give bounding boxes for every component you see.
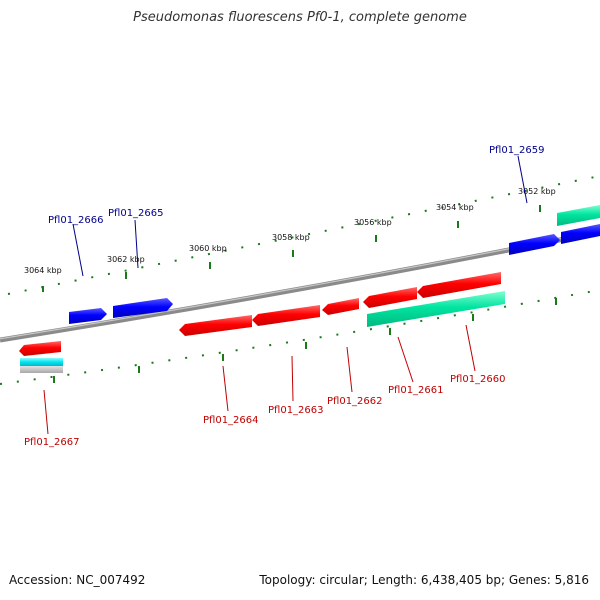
label-pfl01-2664: Pfl01_2664 bbox=[203, 415, 259, 426]
gene-pfl01-2666[interactable] bbox=[69, 308, 107, 324]
gene-pfl01-2661[interactable] bbox=[363, 287, 417, 308]
gene-forward-blue-right[interactable] bbox=[561, 224, 600, 244]
gene-forward-green-right[interactable] bbox=[557, 205, 600, 226]
gene-pfl01-2663[interactable] bbox=[252, 305, 320, 326]
label-pfl01-2667: Pfl01_2667 bbox=[24, 437, 80, 448]
reverse-leader-lines bbox=[43, 324, 476, 435]
label-pfl01-2659: Pfl01_2659 bbox=[489, 145, 545, 156]
gene-pfl01-2665[interactable] bbox=[113, 298, 173, 318]
gene-pfl01-2662[interactable] bbox=[322, 298, 359, 315]
tick-label-3054: 3054 kbp bbox=[436, 203, 474, 212]
gene-pfl01-2660[interactable] bbox=[417, 272, 501, 298]
forward-leader-lines bbox=[72, 155, 528, 277]
reverse-major-ticks bbox=[53, 298, 557, 383]
forward-major-ticks bbox=[42, 205, 541, 292]
gene-pfl01-2667-gray[interactable] bbox=[20, 366, 63, 373]
gene-pfl01-2664[interactable] bbox=[179, 315, 252, 336]
map-title: Pseudomonas fluorescens Pf0-1, complete … bbox=[133, 10, 467, 25]
gene-pfl01-2660-green[interactable] bbox=[367, 291, 505, 327]
label-pfl01-2663: Pfl01_2663 bbox=[268, 405, 324, 416]
reverse-tick-track bbox=[0, 289, 600, 385]
accession-label: Accession: NC_007492 bbox=[9, 573, 146, 587]
gene-pfl01-2667[interactable] bbox=[19, 341, 61, 356]
label-pfl01-2662: Pfl01_2662 bbox=[327, 396, 383, 407]
tick-label-3060: 3060 kbp bbox=[189, 244, 227, 253]
label-pfl01-2666: Pfl01_2666 bbox=[48, 215, 104, 226]
tick-label-3064: 3064 kbp bbox=[24, 266, 62, 275]
label-pfl01-2661: Pfl01_2661 bbox=[388, 385, 444, 396]
gene-pfl01-2667-cyan[interactable] bbox=[20, 358, 63, 366]
tick-label-3052: 3052 kbp bbox=[518, 187, 556, 196]
label-pfl01-2665: Pfl01_2665 bbox=[108, 208, 164, 219]
label-pfl01-2660: Pfl01_2660 bbox=[450, 374, 506, 385]
tick-label-3056: 3056 kbp bbox=[354, 218, 392, 227]
gene-pfl01-2659[interactable] bbox=[509, 234, 560, 255]
tick-label-3058: 3058 kbp bbox=[272, 233, 310, 242]
tick-label-3062: 3062 kbp bbox=[107, 255, 145, 264]
topology-label: Topology: circular; Length: 6,438,405 bp… bbox=[259, 573, 589, 587]
